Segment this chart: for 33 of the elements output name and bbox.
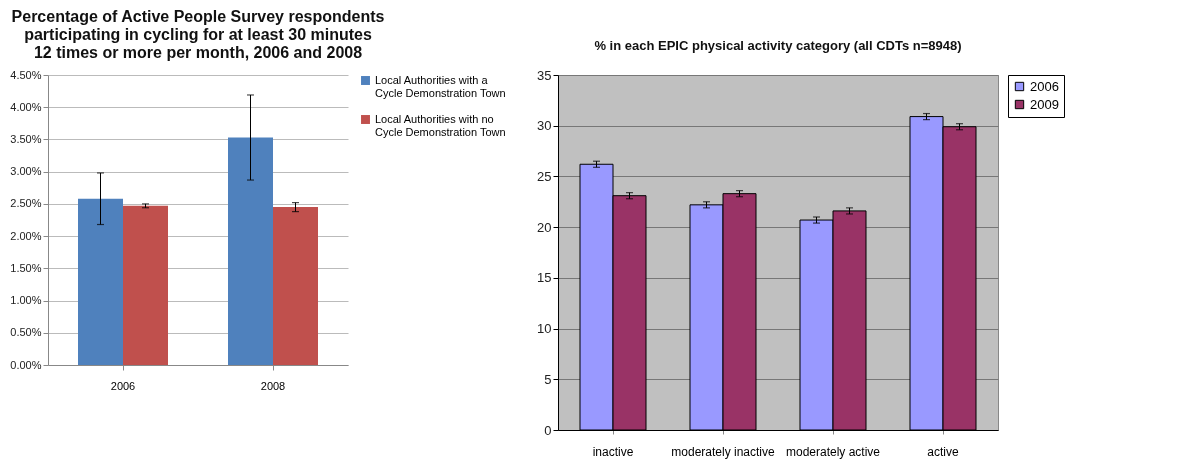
x-tick-label: 2008: [260, 379, 286, 392]
y-tick-label: 15: [537, 270, 552, 286]
y-tick-label: 1.50%: [10, 261, 42, 274]
x-tick-label: inactive: [592, 444, 634, 459]
y-tick-label: 1.00%: [10, 294, 42, 307]
y-tick-label: 0.00%: [10, 358, 42, 371]
x-tick-label: moderately active: [785, 444, 881, 459]
bar: [123, 205, 168, 365]
y-tick-label: 35: [537, 67, 552, 83]
bar: [78, 198, 123, 365]
y-tick-label: 2.00%: [10, 229, 42, 242]
x-tick-label: active: [927, 444, 959, 459]
y-tick-label: 4.00%: [10, 100, 42, 113]
y-tick-label: 10: [537, 321, 552, 337]
y-tick-label: 3.50%: [10, 132, 42, 145]
y-tick-label: 30: [537, 118, 552, 134]
y-tick-label: 2.50%: [10, 197, 42, 210]
legend-label: 2009: [1030, 96, 1059, 112]
x-tick-label: moderately inactive: [671, 444, 776, 459]
y-tick-label: 20: [537, 219, 552, 235]
legend-label: 2006: [1030, 78, 1059, 94]
bar: [273, 207, 318, 365]
y-tick-label: 3.00%: [10, 165, 42, 178]
chart-title: Percentage of Active People Survey respondents participating in cycling for at least 30 minutes 12 times or more per month, 2006 and 2008: [11, 8, 385, 61]
y-tick-label: 0.50%: [10, 326, 42, 339]
y-tick-label: 0: [544, 422, 552, 438]
y-tick-label: 25: [537, 168, 552, 184]
y-tick-label: 5: [544, 371, 552, 387]
legend-label: Local Authorities with no Cycle Demonstration Town: [375, 112, 506, 138]
bar: [228, 137, 273, 365]
chart-title: % in each EPIC physical activity category (all CDTs n=8948): [594, 38, 962, 53]
y-tick-label: 4.50%: [10, 68, 42, 81]
legend-label: Local Authorities with a Cycle Demonstration Town: [375, 73, 506, 99]
